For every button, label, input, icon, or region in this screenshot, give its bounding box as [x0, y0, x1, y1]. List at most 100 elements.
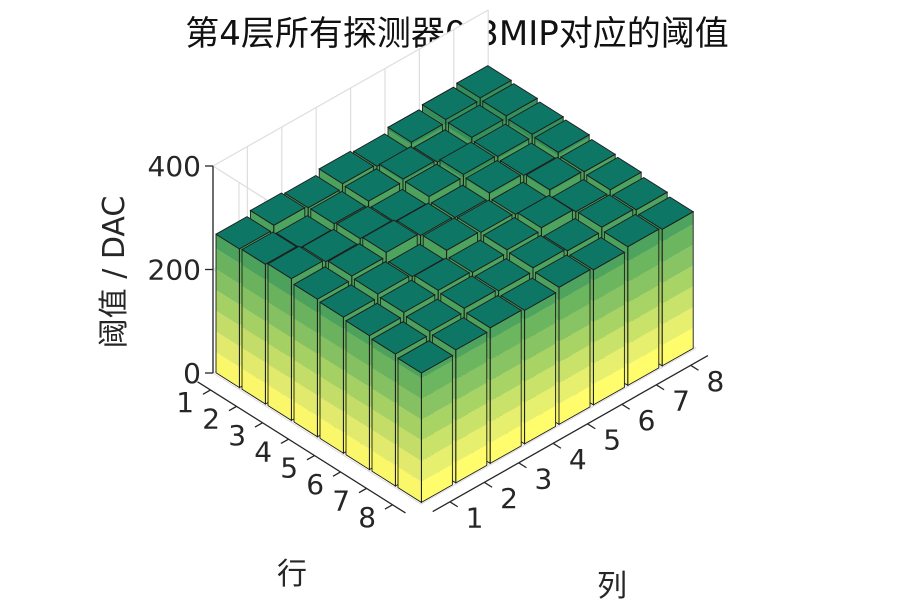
bar-face [463, 156, 495, 178]
bar-face [524, 364, 556, 403]
bar-face [242, 285, 266, 322]
bar-face [471, 119, 503, 143]
bar-face [294, 339, 318, 375]
bar-top [267, 245, 324, 280]
bar-top [543, 217, 600, 252]
bar-face [662, 211, 694, 242]
row-tick [228, 405, 237, 412]
bar-top [455, 65, 513, 99]
bar-top [309, 190, 367, 225]
bar-top [396, 202, 453, 237]
bar-face [421, 422, 453, 461]
bar-face [497, 138, 529, 159]
bar-top [378, 146, 435, 180]
row-tick-label: 1 [176, 386, 194, 419]
bar-top [301, 228, 358, 263]
bar-face [627, 229, 659, 262]
row-tick [306, 455, 315, 461]
grid-line [420, 347, 697, 505]
bar-top [473, 123, 530, 157]
bar-face [294, 284, 318, 313]
bar-top [611, 176, 669, 211]
bar-face [372, 388, 396, 424]
bar-face [593, 325, 625, 364]
bar-top [465, 294, 523, 329]
bar-top [499, 142, 556, 176]
bar-face [490, 404, 522, 443]
bar-face [432, 335, 456, 359]
bar-face [320, 376, 344, 412]
bar-face [421, 464, 453, 503]
bar-top [249, 192, 306, 226]
row-tick [202, 389, 211, 395]
bar-face [627, 285, 659, 324]
bar-face [490, 310, 522, 340]
row-tick-label: 6 [306, 468, 324, 501]
bar-top [533, 119, 591, 153]
z-axis-label: 阈值 / DAC [97, 196, 132, 349]
bar-face [627, 347, 659, 386]
bar-face [421, 381, 453, 420]
bar-face [216, 248, 240, 285]
bar-face [455, 444, 487, 483]
bar-top [335, 205, 393, 240]
col-tick-label: 8 [706, 365, 724, 398]
bar-top [283, 174, 341, 209]
bar-face [662, 286, 694, 325]
bar-face [411, 124, 443, 146]
bar-face [524, 385, 556, 424]
bar-face [216, 269, 240, 305]
row-tick-label: 2 [202, 402, 220, 435]
col-tick-label: 6 [638, 404, 656, 437]
bar-face [216, 290, 240, 326]
bar-top [371, 321, 428, 355]
bar-top [345, 302, 402, 337]
row-tick-label: 5 [280, 452, 298, 485]
bar-face [216, 310, 240, 347]
bar-top [361, 219, 419, 253]
bar-face [524, 292, 556, 320]
row-axis-line [197, 381, 406, 514]
bar-top [465, 159, 522, 194]
bar-face [440, 159, 464, 178]
col-tick [518, 462, 527, 469]
bar-face [372, 429, 396, 466]
bar-face [559, 282, 590, 321]
bar-face [627, 243, 659, 282]
bar-face [242, 327, 266, 363]
bar-face [320, 417, 344, 454]
col-tick-label: 7 [672, 384, 690, 417]
bar-top [481, 83, 539, 117]
bar-top [507, 101, 565, 135]
bar-face [593, 366, 625, 405]
bar-face [662, 327, 694, 366]
bar-top [327, 243, 384, 277]
col-tick [655, 384, 665, 391]
bar-face [398, 404, 422, 441]
row-tick-label: 4 [254, 435, 272, 468]
bar-face [346, 320, 370, 346]
bar-face [294, 380, 318, 417]
bar-top [439, 141, 496, 175]
bar-face [421, 355, 453, 379]
bar-face [662, 307, 694, 346]
bar-top [577, 194, 634, 228]
bar-face [490, 425, 522, 464]
bar-top [448, 239, 505, 273]
bar-face [388, 127, 412, 146]
bar-face [242, 306, 266, 342]
bar-face [490, 383, 522, 422]
bar-8-1 [397, 340, 454, 504]
bar-face [403, 161, 434, 182]
bar-face [593, 346, 625, 385]
bar-face [524, 343, 556, 382]
bar-face [627, 326, 659, 365]
col-tick [552, 442, 562, 449]
bar-face [268, 281, 292, 317]
col-tick-label: 4 [569, 443, 587, 476]
bar-face [346, 330, 370, 367]
col-tick [483, 481, 493, 488]
bar-top [421, 86, 478, 121]
bar-top [456, 199, 513, 233]
bar-face [268, 263, 292, 297]
